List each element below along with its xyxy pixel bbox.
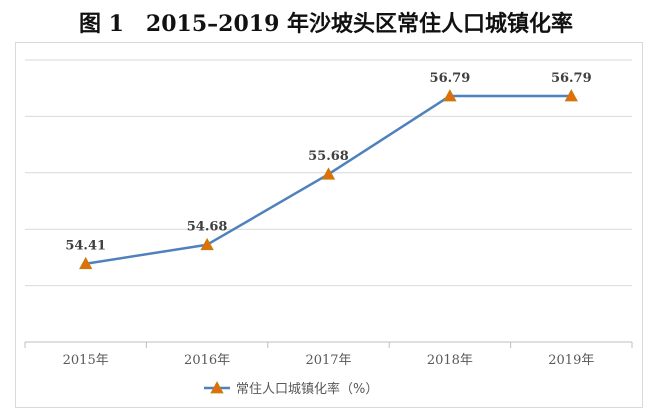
data-label: 55.68 xyxy=(308,149,349,164)
data-label: 56.79 xyxy=(430,71,471,86)
gridlines xyxy=(25,59,632,343)
data-point-marker xyxy=(321,167,336,180)
x-tick-label: 2018年 xyxy=(427,353,473,368)
x-axis: 2015年 2016年 2017年 2018年 2019年 xyxy=(24,341,633,368)
data-label: 54.41 xyxy=(65,239,106,254)
data-labels: 54.41 54.68 55.68 56.79 56.79 xyxy=(65,71,591,254)
data-point-marker xyxy=(79,256,93,270)
data-label: 56.79 xyxy=(551,71,592,86)
x-tick-label: 2019年 xyxy=(548,353,594,368)
data-point-marker xyxy=(443,89,457,102)
x-tick-label: 2016年 xyxy=(184,353,230,368)
data-label: 54.68 xyxy=(187,220,228,235)
data-point-marker xyxy=(564,89,578,102)
legend-label: 常住人口城镇化率（%） xyxy=(236,381,378,397)
legend-marker-icon xyxy=(210,381,224,394)
chart-frame xyxy=(15,42,643,408)
x-tick-label: 2015年 xyxy=(63,353,109,368)
x-tick-label: 2017年 xyxy=(305,353,351,368)
legend: 常住人口城镇化率（%） xyxy=(204,381,378,397)
series-layer xyxy=(79,89,578,270)
chart-title: 图 1 2015–2019 年沙坡头区常住人口城镇化率 xyxy=(78,11,574,37)
data-point-marker xyxy=(200,237,214,251)
series-line xyxy=(85,94,572,265)
